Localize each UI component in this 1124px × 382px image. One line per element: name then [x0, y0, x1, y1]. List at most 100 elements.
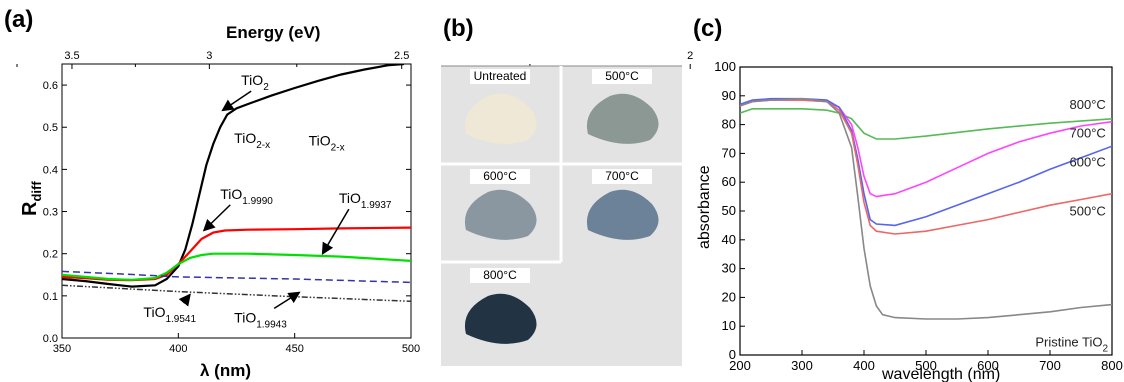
powder-sample [586, 189, 659, 240]
chart-a-annotation-sub: 1.9990 [242, 196, 273, 207]
chart-a-annotation-arrow [178, 293, 191, 307]
chart-a-annotation-sub: 1.9937 [361, 200, 392, 211]
photo-label: 600°C [483, 169, 517, 183]
chart-a-top-tick-label: 3 [206, 50, 212, 62]
chart-c-ytick-label: 100 [714, 59, 736, 74]
powder-sample [464, 93, 537, 144]
chart-a-annotation-sub: 2 [263, 82, 269, 93]
photo-grid: Untreated 500°C 600°C 700°C 800°C [441, 65, 682, 366]
chart-a-annotation-sub: 2-x [256, 140, 270, 151]
chart-a-annotation-arrow [221, 90, 252, 112]
chart-a-ytick-label: 0.6 [43, 80, 58, 92]
panel-label-b: (b) [443, 15, 474, 42]
chart-a-annotation: TiO2-x [309, 132, 345, 153]
chart-a-annotation-sub: 1.9943 [256, 319, 287, 330]
chart-a-ylabel-sub: diff [29, 181, 44, 202]
photo-label-background [592, 169, 652, 184]
photo-label-background [592, 69, 652, 84]
chart-a-annotation-arrow [202, 204, 231, 232]
photo-label: Untreated [474, 69, 527, 83]
chart-c-series-line [740, 97, 1112, 320]
photo-label: 700°C [605, 169, 639, 183]
chart-c-series-line [740, 97, 1112, 227]
chart-a-annotation-base: TiO [220, 186, 242, 202]
chart-c-ytick-label: 50 [722, 203, 736, 218]
chart-c-series-label-pristine: Pristine TiO2 [1035, 334, 1108, 354]
chart-c-xtick-label: 700 [1039, 358, 1061, 373]
chart-a-annotation-base: TiO [241, 72, 263, 88]
chart-c-ytick-label: 70 [722, 145, 736, 160]
chart-a-ytick-label: 0.4 [43, 164, 58, 176]
chart-a-x-axis-label: λ (nm) [200, 361, 251, 380]
chart-a-ytick-label: 0.0 [43, 333, 58, 345]
chart-c-series-label-pristine-base: Pristine TiO [1035, 334, 1102, 349]
chart-c-series-label: 800°C [1070, 97, 1106, 112]
powder-sample [464, 189, 537, 240]
chart-a-annotation: TiO1.9943 [234, 309, 287, 330]
chart-a-series-line [62, 252, 411, 281]
chart-a-ylabel-main: R [19, 201, 41, 216]
photo-label: 500°C [605, 69, 639, 83]
chart-c-xtick-label: 300 [791, 358, 813, 373]
chart-c-y-axis-label: absorbance [696, 165, 713, 249]
chart-a-annotation-base: TiO [339, 190, 361, 206]
chart-a-xtick-label: 500 [402, 343, 420, 355]
chart-c-series-label: 500°C [1070, 203, 1106, 218]
chart-c-xtick-label: 200 [729, 358, 751, 373]
chart-c-ytick-label: 60 [722, 174, 736, 189]
chart-a-annotation-arrow [273, 291, 301, 310]
chart-c-x-axis-label: wavelength (nm) [881, 366, 1000, 382]
powder-sample [586, 93, 659, 144]
chart-c-xtick-label: 400 [853, 358, 875, 373]
chart-c-series-label: 700°C [1070, 126, 1106, 141]
photo-label-background [470, 268, 530, 283]
chart-c-ytick-label: 10 [722, 318, 736, 333]
chart-a-frame [61, 63, 412, 339]
chart-c-xtick-label: 800 [1101, 358, 1123, 373]
chart-a-xtick-label: 350 [53, 343, 71, 355]
chart-a-series-line [62, 270, 411, 284]
chart-a-y-axis-label: Rdiff [19, 181, 44, 216]
photo-label-background [470, 69, 530, 84]
chart-c-xtick-label: 600 [977, 358, 999, 373]
chart-a-ytick-label: 0.2 [43, 249, 58, 261]
photo-label: 800°C [483, 268, 517, 282]
chart-c-ytick-label: 80 [722, 117, 736, 132]
chart-a: Energy (eV) λ (nm) Rdiff 0.0 0.1 0.2 0.3 0.4… [16, 23, 693, 380]
chart-a-ytick-label: 0.3 [43, 207, 58, 219]
chart-c-series-label: 600°C [1070, 154, 1106, 169]
chart-c-series-line [740, 99, 1112, 235]
chart-c-ytick-label: 20 [722, 289, 736, 304]
powder-sample [464, 293, 537, 344]
chart-c: wavelength (nm) absorbance 0 10 20 30 40 50 60… [696, 59, 1123, 382]
chart-a-annotation-sub: 2-x [331, 142, 345, 153]
chart-a-ytick-label: 0.5 [43, 122, 58, 134]
chart-a-ytick-label: 0.1 [43, 291, 58, 303]
chart-c-ytick-label: 0 [729, 347, 736, 362]
chart-a-annotation: TiO1.9990 [220, 186, 273, 207]
chart-c-ytick-label: 40 [722, 232, 736, 247]
chart-c-frame [739, 66, 1113, 356]
chart-a-annotation-arrow [321, 208, 350, 255]
chart-a-xtick-label: 400 [169, 343, 187, 355]
chart-c-ytick-label: 30 [722, 261, 736, 276]
chart-a-series-line [62, 284, 411, 303]
chart-a-top-axis-label: Energy (eV) [226, 23, 320, 42]
chart-a-xtick-label: 450 [285, 343, 303, 355]
chart-c-series-line [740, 99, 1112, 198]
chart-c-series-line [740, 108, 1112, 140]
panel-label-c: (c) [693, 15, 722, 42]
chart-a-annotation-base: TiO [143, 304, 165, 320]
chart-a-annotation: TiO1.9937 [339, 190, 392, 211]
chart-c-ytick-label: 90 [722, 88, 736, 103]
chart-a-top-tick-label: 3.5 [64, 50, 79, 62]
chart-a-annotation: TiO2-x [234, 130, 270, 151]
chart-a-annotation-base: TiO [234, 309, 256, 325]
panel-label-a: (a) [4, 6, 33, 33]
chart-c-xtick-label: 500 [915, 358, 937, 373]
chart-a-annotation-base: TiO [309, 132, 331, 148]
chart-a-annotation: TiO1.9541 [143, 304, 196, 325]
chart-c-series-label-pristine-sub: 2 [1103, 343, 1109, 354]
chart-a-annotation-sub: 1.9541 [165, 314, 196, 325]
